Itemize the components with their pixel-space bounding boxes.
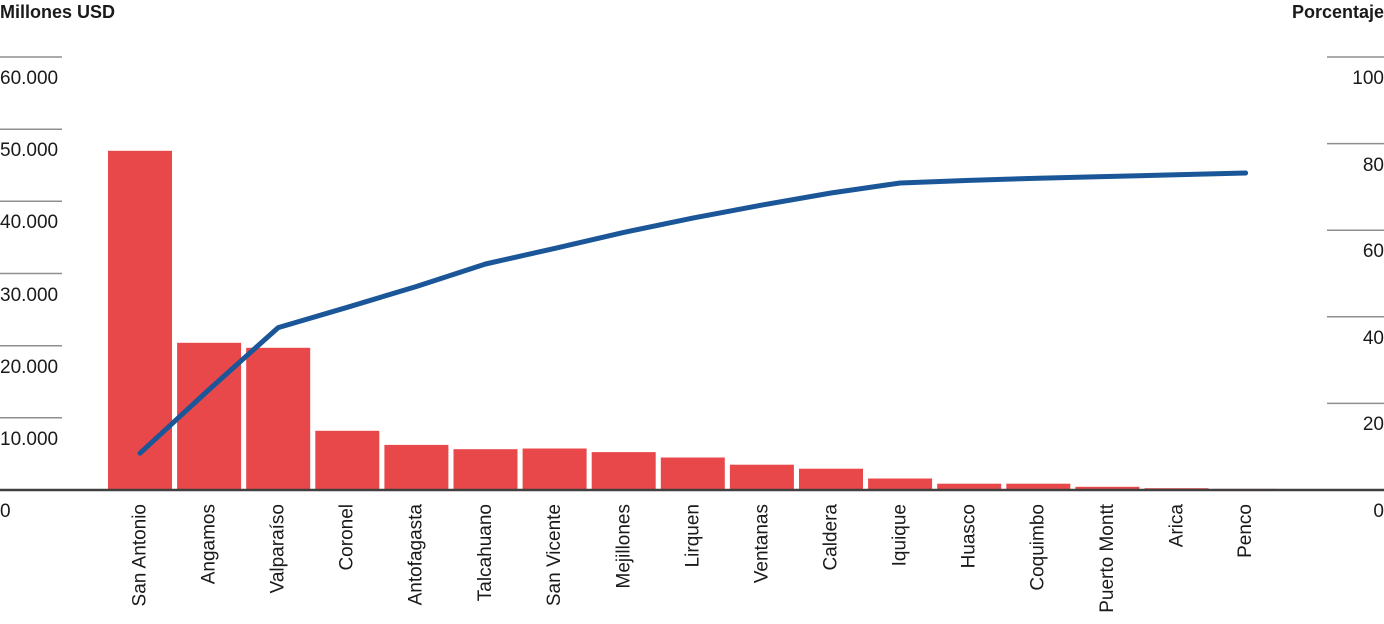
category-label-iquique: Iquique — [889, 504, 911, 567]
right-axis-title: Porcentaje — [1291, 2, 1384, 22]
bar-coquimbo — [1006, 483, 1071, 490]
category-label-huasco: Huasco — [958, 504, 980, 569]
category-label-valparaiso: Valparaíso — [267, 504, 289, 594]
bar-ventanas — [729, 464, 794, 490]
category-label-ventanas: Ventanas — [751, 504, 773, 584]
right-tick-label-80: 80 — [1362, 154, 1384, 176]
left-tick-label-30000: 30.000 — [0, 284, 59, 306]
bar-talcahuano — [453, 449, 518, 490]
category-label-antofagasta: Antofagasta — [405, 504, 427, 606]
bar-san-vicente — [522, 448, 587, 490]
category-label-angamos: Angamos — [198, 504, 220, 585]
right-tick-label-40: 40 — [1362, 327, 1384, 349]
bar-lirquen — [660, 457, 725, 490]
left-axis-title: Millones USD — [0, 2, 116, 22]
cumulative-percentage-line — [137, 170, 1249, 456]
category-label-arica: Arica — [1166, 504, 1187, 548]
bar-valparaiso — [246, 347, 311, 490]
category-label-lirquen: Lirquen — [682, 504, 704, 568]
bar-angamos — [177, 342, 242, 490]
category-label-talcahuano: Talcahuano — [475, 504, 496, 602]
left-tick-label-60000: 60.000 — [0, 68, 59, 89]
right-tick-label-0: 0 — [1373, 501, 1384, 522]
bar-antofagasta — [384, 444, 449, 490]
category-label-caldera: Caldera — [820, 504, 842, 571]
right-tick-label-100: 100 — [1352, 68, 1384, 89]
left-tick-label-0: 0 — [0, 501, 11, 522]
category-label-penco: Penco — [1235, 504, 1257, 558]
bar-caldera — [799, 468, 863, 490]
left-tick-label-40000: 40.000 — [0, 212, 59, 234]
bar-iquique — [868, 478, 933, 490]
category-label-san-vicente: San Vicente — [544, 504, 566, 607]
right-tick-label-20: 20 — [1362, 414, 1384, 436]
left-tick-label-20000: 20.000 — [0, 356, 59, 378]
bar-huasco — [937, 483, 1002, 490]
category-label-mejillones: Mejillones — [613, 504, 635, 589]
bar-san-antonio — [108, 150, 172, 491]
bar-coronel — [315, 430, 380, 490]
bar-puerto-montt — [1075, 486, 1140, 490]
left-tick-label-50000: 50.000 — [0, 140, 59, 162]
category-label-coronel: Coronel — [336, 504, 358, 571]
right-tick-label-60: 60 — [1362, 241, 1384, 263]
category-label-puerto-montt: Puerto Montt — [1096, 504, 1118, 613]
left-tick-label-10000: 10.000 — [0, 428, 59, 450]
bar-mejillones — [591, 452, 656, 490]
category-label-san-antonio: San Antonio — [129, 504, 151, 607]
category-label-coquimbo: Coquimbo — [1027, 504, 1049, 591]
